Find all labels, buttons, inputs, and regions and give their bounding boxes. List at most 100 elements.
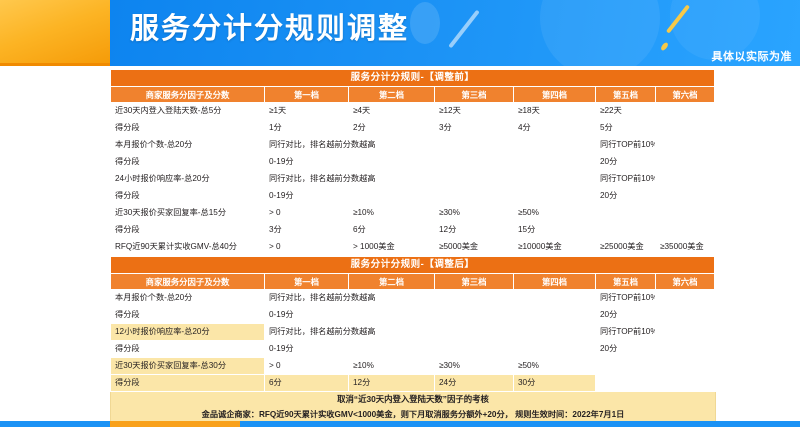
column-header-5: 第五档 <box>595 273 656 290</box>
cell-factor: 近30天报价买家回复率-总30分 <box>110 357 265 375</box>
column-header-6: 第六档 <box>655 86 715 103</box>
cell-factor: 本月报价个数-总20分 <box>110 289 265 307</box>
cell-tier-2: > 1000美金 <box>348 238 435 256</box>
footer-strip-orange <box>110 421 240 427</box>
table-row: 本月报价个数-总20分 同行对比，排名越前分数越高 同行TOP前10% <box>110 136 715 154</box>
cell-tier-4: ≥18天 <box>513 102 596 120</box>
table-row: 得分段 0-19分 20分 <box>110 153 715 171</box>
cell-tier-1: 6分 <box>264 374 349 392</box>
cell-tier-1: > 0 <box>264 204 349 222</box>
decor-blob <box>540 0 660 66</box>
cell-tier-4: 30分 <box>513 374 596 392</box>
cell-factor: RFQ近90天累计实收GMV-总40分 <box>110 238 265 256</box>
cell-factor: 得分段 <box>110 340 265 358</box>
cell-tier-3: ≥5000美金 <box>434 238 514 256</box>
cell-tier-2: ≥4天 <box>348 102 435 120</box>
cell-merged: 同行对比，排名越前分数越高 <box>264 323 596 341</box>
cell-tier-6 <box>655 153 715 171</box>
header-blue-banner: 服务分计分规则调整 具体以实际为准 <box>110 0 800 66</box>
table-row: 得分段 3分 6分 12分 15分 <box>110 221 715 239</box>
column-header-4: 第四档 <box>513 273 596 290</box>
cell-tier-3: 12分 <box>434 221 514 239</box>
cell-tier-6 <box>655 102 715 120</box>
table-row: 近30天报价买家回复率-总15分 > 0 ≥10% ≥30% ≥50% <box>110 204 715 222</box>
cell-tier-2: ≥10% <box>348 357 435 375</box>
column-header-1: 第一档 <box>264 86 349 103</box>
cell-tier-4: 15分 <box>513 221 596 239</box>
table-after-title: 服务分计分规则-【调整后】 <box>110 256 715 274</box>
table-row: 得分段 0-19分 20分 <box>110 306 715 324</box>
cell-tier-4: 4分 <box>513 119 596 137</box>
footer-notes: 取消“近30天内登入登陆天数”因子的考核 金品诚企商家：RFQ近90天累计实收G… <box>110 392 716 423</box>
note-line-1: 取消“近30天内登入登陆天数”因子的考核 <box>337 394 489 404</box>
cell-tier-5: 20分 <box>595 306 656 324</box>
table-row: 近30天内登入登陆天数-总5分 ≥1天 ≥4天 ≥12天 ≥18天 ≥22天 <box>110 102 715 120</box>
cell-tier-6 <box>655 187 715 205</box>
cell-tier-3: 3分 <box>434 119 514 137</box>
cell-tier-5: 20分 <box>595 153 656 171</box>
cell-tier-5: 20分 <box>595 187 656 205</box>
column-header-3: 第三档 <box>434 273 514 290</box>
cell-tier-1: > 0 <box>264 357 349 375</box>
column-header-6: 第六档 <box>655 273 715 290</box>
cell-tier-6 <box>655 357 715 375</box>
cell-tier-3: ≥30% <box>434 357 514 375</box>
header-orange-block <box>0 0 110 66</box>
cell-tier-6: ≥35000美金 <box>655 238 715 256</box>
cell-factor: 近30天内登入登陆天数-总5分 <box>110 102 265 120</box>
cell-tier-2: ≥10% <box>348 204 435 222</box>
cell-tier-6 <box>655 289 715 307</box>
cell-factor: 24小时报价响应率-总20分 <box>110 170 265 188</box>
cell-tier-4: ≥10000美金 <box>513 238 596 256</box>
table-row: 得分段 0-19分 20分 <box>110 340 715 358</box>
cell-tier-6 <box>655 119 715 137</box>
table-row: 得分段 6分 12分 24分 30分 <box>110 374 715 392</box>
cell-tier-5: 同行TOP前10% <box>595 323 656 341</box>
table-row: RFQ近90天累计实收GMV-总40分 > 0 > 1000美金 ≥5000美金 ≥10… <box>110 238 715 256</box>
table-before-title: 服务分计分规则-【调整前】 <box>110 69 715 87</box>
cell-factor: 得分段 <box>110 153 265 171</box>
decor-dot-yellow <box>659 41 670 52</box>
cell-factor: 得分段 <box>110 374 265 392</box>
cell-tier-5: 20分 <box>595 340 656 358</box>
table-before-header-row: 商家服务分因子及分数 第一档 第二档 第三档 第四档 第五档 第六档 <box>110 86 715 103</box>
table-row: 本月报价个数-总20分 同行对比，排名越前分数越高 同行TOP前10% <box>110 289 715 307</box>
cell-tier-2: 6分 <box>348 221 435 239</box>
cell-tier-4: ≥50% <box>513 204 596 222</box>
cell-merged: 0-19分 <box>264 187 596 205</box>
cell-tier-2: 2分 <box>348 119 435 137</box>
decor-blob <box>410 2 440 44</box>
cell-factor: 得分段 <box>110 187 265 205</box>
cell-merged: 0-19分 <box>264 153 596 171</box>
page-title: 服务分计分规则调整 <box>130 13 410 45</box>
slide-header: 服务分计分规则调整 具体以实际为准 <box>0 0 800 66</box>
cell-tier-6 <box>655 170 715 188</box>
cell-tier-1: > 0 <box>264 238 349 256</box>
note-line-2: 金品诚企商家：RFQ近90天累计实收GMV<1000美金，则下月取消服务分额外+… <box>201 410 625 419</box>
cell-tier-5: 5分 <box>595 119 656 137</box>
cell-tier-3: ≥12天 <box>434 102 514 120</box>
cell-tier-2: 12分 <box>348 374 435 392</box>
cell-tier-5: ≥25000美金 <box>595 238 656 256</box>
cell-tier-5: 同行TOP前10% <box>595 289 656 307</box>
column-header-1: 第一档 <box>264 273 349 290</box>
column-header-3: 第三档 <box>434 86 514 103</box>
cell-tier-4: ≥50% <box>513 357 596 375</box>
cell-factor: 得分段 <box>110 221 265 239</box>
cell-tier-5 <box>595 357 656 375</box>
cell-tier-5: 同行TOP前10% <box>595 136 656 154</box>
cell-factor: 本月报价个数-总20分 <box>110 136 265 154</box>
cell-tier-1: 3分 <box>264 221 349 239</box>
column-header-0: 商家服务分因子及分数 <box>110 273 265 290</box>
cell-tier-1: 1分 <box>264 119 349 137</box>
cell-tier-5 <box>595 204 656 222</box>
cell-factor: 近30天报价买家回复率-总15分 <box>110 204 265 222</box>
cell-merged: 0-19分 <box>264 340 596 358</box>
table-after-header-row: 商家服务分因子及分数 第一档 第二档 第三档 第四档 第五档 第六档 <box>110 273 715 290</box>
cell-tier-1: ≥1天 <box>264 102 349 120</box>
cell-tier-3: ≥30% <box>434 204 514 222</box>
cell-factor: 得分段 <box>110 306 265 324</box>
cell-tier-5: 同行TOP前10% <box>595 170 656 188</box>
cell-tier-5: ≥22天 <box>595 102 656 120</box>
decor-streak-white <box>448 9 480 49</box>
